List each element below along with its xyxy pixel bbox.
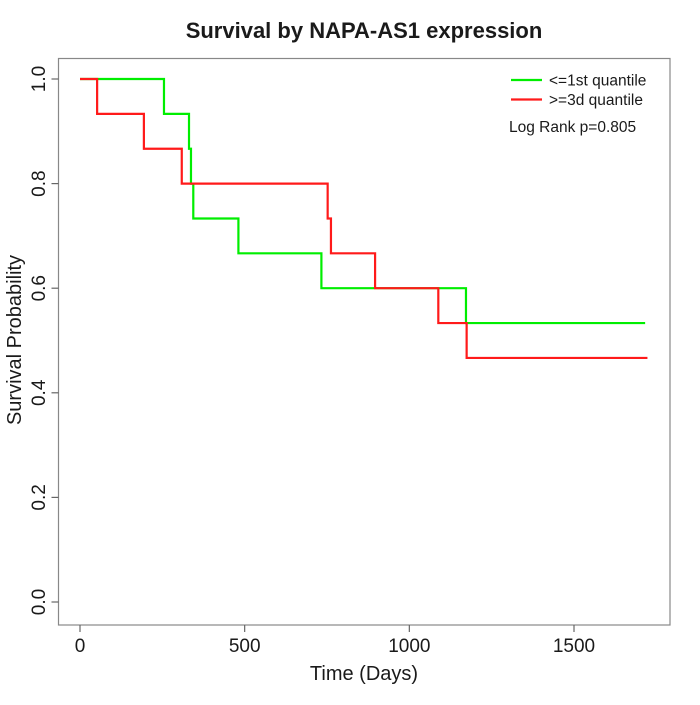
- y-tick-label: 0.6: [29, 275, 50, 301]
- x-tick-label: 1500: [553, 636, 595, 657]
- x-tick-label: 0: [75, 636, 86, 657]
- x-tick-label: 500: [229, 636, 261, 657]
- y-tick-label: 0.4: [29, 379, 50, 406]
- y-axis-title: Survival Probability: [4, 255, 26, 425]
- y-tick-label: 0.8: [29, 170, 50, 196]
- y-tick-label: 0.0: [29, 589, 50, 615]
- log-rank-annotation: Log Rank p=0.805: [509, 119, 636, 136]
- x-tick-label: 1000: [388, 636, 430, 657]
- legend-label-first-quantile: <=1st quantile: [549, 73, 646, 90]
- x-axis-title: Time (Days): [310, 663, 418, 685]
- legend-label-third-quantile: >=3d quantile: [549, 92, 643, 109]
- chart-title: Survival by NAPA-AS1 expression: [186, 18, 543, 43]
- y-tick-label: 1.0: [29, 66, 50, 92]
- y-tick-label: 0.2: [29, 484, 50, 510]
- km-curve-low-expression: [80, 77, 646, 325]
- plot-area: 0 500 1000 1500 0.0 0.2 0.4 0.6 0.8 1.0: [29, 57, 671, 657]
- km-curve-high-expression: [80, 77, 648, 360]
- plot-box: [57, 57, 671, 626]
- legend: <=1st quantile >=3d quantile Log Rank p=…: [509, 73, 646, 137]
